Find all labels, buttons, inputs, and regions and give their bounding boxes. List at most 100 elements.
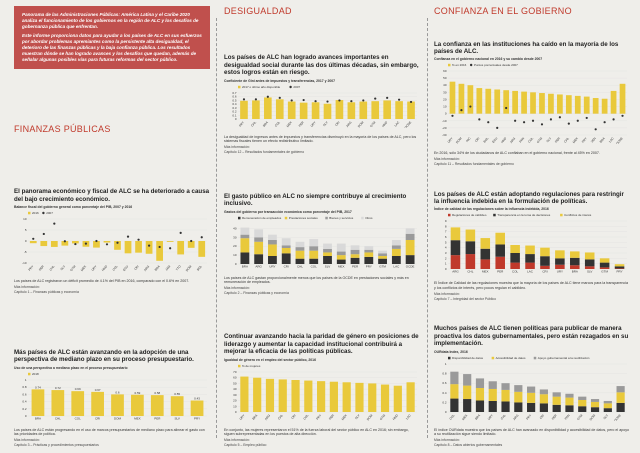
marker (505, 107, 508, 110)
x-tick-label: BRA (242, 264, 248, 268)
intro-lead: Panorama de las Administraciones Pública… (22, 12, 199, 29)
bar (323, 103, 332, 119)
bar-segment (570, 265, 580, 270)
bar-segment (514, 391, 523, 403)
x-tick-label: SLV (546, 137, 553, 144)
y-tick-label: 5 (25, 228, 27, 232)
x-tick-label: DOM (366, 413, 374, 421)
legend-label: 2017 o último año disponible (242, 85, 281, 89)
marker (585, 117, 588, 120)
bar-segment (281, 244, 291, 248)
marker (254, 98, 257, 101)
bar (198, 241, 206, 258)
bar-segment (570, 258, 580, 266)
y-tick-label: 0.6 (22, 392, 27, 396)
bar (371, 100, 380, 119)
y-tick-label: 0 (445, 112, 447, 116)
legend-swatch (289, 85, 292, 88)
bar-segment (555, 250, 565, 259)
section-body: En 2016, sólo 34% de los ciudadanos de A… (434, 151, 600, 156)
bar-segment (603, 400, 612, 403)
legend-swatch (448, 64, 451, 67)
bar-segment (323, 243, 332, 249)
x-tick-label: NIC (465, 136, 472, 143)
x-tick-label: BRA (35, 416, 41, 420)
bar (265, 378, 275, 412)
marker (558, 116, 561, 119)
bar (114, 241, 121, 251)
legend-label: Regulaciones de cabildeo (452, 213, 487, 217)
bar (476, 88, 483, 115)
legend-swatch (491, 356, 495, 359)
legend-label: 2007 (293, 85, 300, 89)
bar-segment (552, 396, 561, 405)
section-heading: La confianza en las instituciones ha caí… (434, 40, 619, 55)
column-title: CONFIANZA EN EL GOBIERNO (434, 6, 572, 16)
bar-segment (488, 400, 497, 412)
legend-swatch (448, 356, 451, 359)
marker (531, 120, 535, 123)
marker (179, 232, 182, 235)
bar (166, 241, 174, 243)
bar-segment (405, 233, 415, 240)
x-tick-label: HND (381, 120, 389, 128)
bar (383, 100, 391, 119)
x-tick-label: PRY (581, 137, 588, 144)
chart-title: Confianza en el gobierno nacional en 201… (434, 57, 543, 62)
bar-segment (480, 259, 491, 270)
y-tick-label: 20 (233, 398, 237, 402)
x-tick-label: CHL (55, 416, 61, 420)
x-tick-label: PRY (238, 120, 245, 127)
bar-segment (616, 402, 625, 412)
bar (592, 98, 599, 115)
chart-title: OURdata Index, 2016 (434, 349, 468, 354)
bar (61, 241, 69, 246)
marker (105, 243, 109, 246)
x-tick-label: URY (238, 413, 245, 420)
bar-segment (510, 263, 520, 270)
y-tick-label: 0.1 (232, 113, 237, 117)
data-label: 0.6 (115, 390, 120, 394)
x-tick-label: BRA (599, 137, 606, 144)
bar-segment (475, 378, 485, 388)
legend-label: 2016 (32, 211, 39, 215)
chart-title: Igualdad de género en el empleo del sect… (224, 357, 316, 362)
bar-segment (540, 248, 550, 257)
marker (362, 99, 365, 102)
column-title: FINANZAS PÚBLICAS (14, 123, 111, 134)
marker (514, 120, 517, 123)
bar-segment (254, 253, 264, 264)
bar (190, 400, 204, 416)
bar-segment (465, 241, 476, 255)
y-tick-label: -10 (442, 119, 447, 123)
y-tick-label: 0.4 (232, 102, 237, 106)
bar (329, 381, 338, 412)
chart: % en 2016 Puntos porcentuales desde 2007 -… (442, 63, 627, 146)
legend-label: % en 2016 (452, 63, 467, 67)
bar-segment (350, 257, 360, 264)
bar (467, 85, 474, 115)
bar-segment (295, 241, 305, 247)
x-tick-label: URY (310, 120, 317, 127)
more-label: Más información: (434, 157, 460, 162)
marker (190, 240, 193, 243)
y-tick-label: 3 (445, 251, 447, 255)
bar-segment (336, 259, 346, 264)
x-tick-label: PER (497, 270, 504, 274)
x-tick-label: SLV (602, 413, 609, 420)
section-heading: Los países de ALC han logrado avances im… (224, 54, 419, 77)
y-tick-label: 4 (445, 246, 447, 250)
bar-segment (552, 404, 561, 412)
section: Los países de ALC están adoptando regula… (434, 191, 630, 301)
y-tick-label: 5 (445, 241, 447, 245)
bar-segment (578, 405, 587, 412)
bar-segment (391, 255, 401, 264)
bar-segment (501, 382, 510, 390)
x-tick-label: HND (392, 412, 400, 420)
x-tick-label: COL (274, 120, 281, 128)
x-tick-label: CHL (563, 137, 570, 144)
x-tick-label: PER (554, 136, 562, 144)
y-tick-label: 40 (233, 387, 237, 391)
data-label: 0.43 (194, 396, 200, 400)
